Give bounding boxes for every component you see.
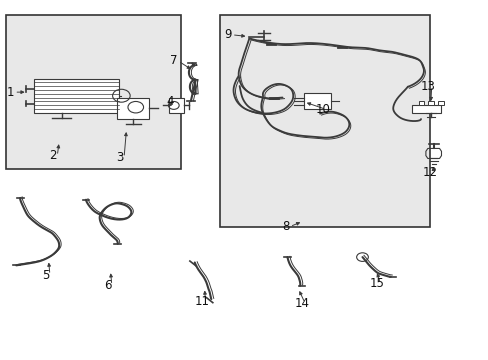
Text: 12: 12: [422, 166, 437, 179]
Bar: [34, 79, 119, 113]
Bar: [418, 101, 424, 105]
Bar: [117, 98, 149, 119]
Text: 4: 4: [166, 95, 174, 108]
Text: 11: 11: [194, 295, 209, 308]
Bar: [427, 101, 433, 105]
Text: 1: 1: [6, 86, 14, 99]
Text: 2: 2: [49, 149, 57, 162]
Bar: [304, 93, 330, 109]
Text: 3: 3: [116, 151, 123, 164]
Text: 7: 7: [170, 54, 178, 67]
Text: 5: 5: [42, 269, 49, 282]
Text: 8: 8: [282, 220, 289, 233]
Bar: [411, 105, 440, 113]
Text: 6: 6: [104, 279, 111, 292]
Bar: [220, 15, 429, 226]
Bar: [168, 98, 183, 113]
Bar: [437, 101, 443, 105]
Text: 9: 9: [224, 28, 231, 41]
Bar: [5, 15, 181, 169]
Text: 10: 10: [315, 103, 329, 116]
Text: 13: 13: [420, 80, 435, 93]
Text: 14: 14: [294, 297, 308, 310]
Text: 15: 15: [369, 277, 384, 290]
